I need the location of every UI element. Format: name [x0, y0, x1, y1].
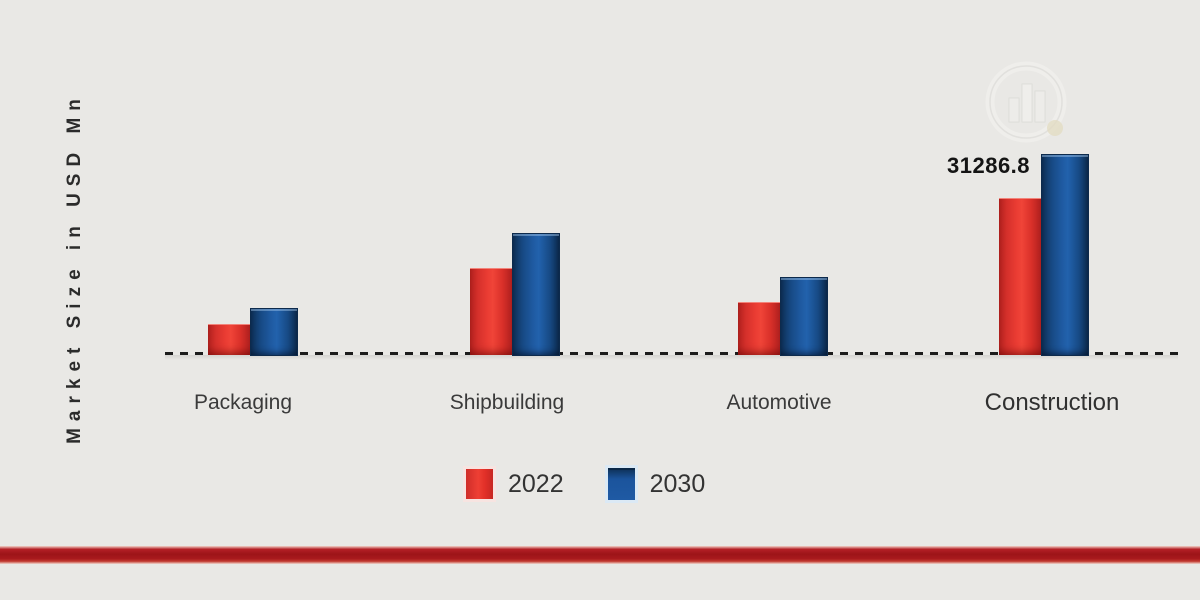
- category-label-packaging: Packaging: [193, 391, 293, 414]
- bar-packaging-2022: [208, 324, 252, 355]
- x-axis-dashed-baseline: [165, 352, 1178, 360]
- category-label-automotive: Automotive: [726, 391, 832, 414]
- legend-swatch-2022: [466, 469, 493, 499]
- bar-construction-2030: [1041, 154, 1089, 356]
- bar-shipbuilding-2022: [470, 268, 514, 355]
- data-label-construction-2022: 31286.8: [947, 153, 1031, 178]
- legend-swatch-2030: [607, 468, 635, 500]
- legend-label-2022: 2022: [508, 469, 564, 498]
- legend: 2022 2030: [466, 468, 705, 500]
- legend-label-2030: 2030: [649, 469, 706, 498]
- legend-item-2022: 2022: [466, 469, 564, 499]
- bar-construction-2022: [999, 198, 1043, 355]
- legend-item-2030: 2030: [607, 468, 706, 500]
- bar-automotive-2022: [738, 302, 782, 355]
- bar-automotive-2030: [780, 277, 828, 356]
- y-axis-title: Market Size in USD Mn: [64, 92, 85, 444]
- bar-shipbuilding-2030: [512, 233, 560, 356]
- bottom-red-accent-band: [0, 546, 1200, 564]
- category-label-construction: Construction: [984, 389, 1120, 416]
- category-label-shipbuilding: Shipbuilding: [449, 391, 565, 414]
- bar-chart-circle-logo-watermark: [985, 61, 1067, 143]
- bar-packaging-2030: [250, 308, 298, 356]
